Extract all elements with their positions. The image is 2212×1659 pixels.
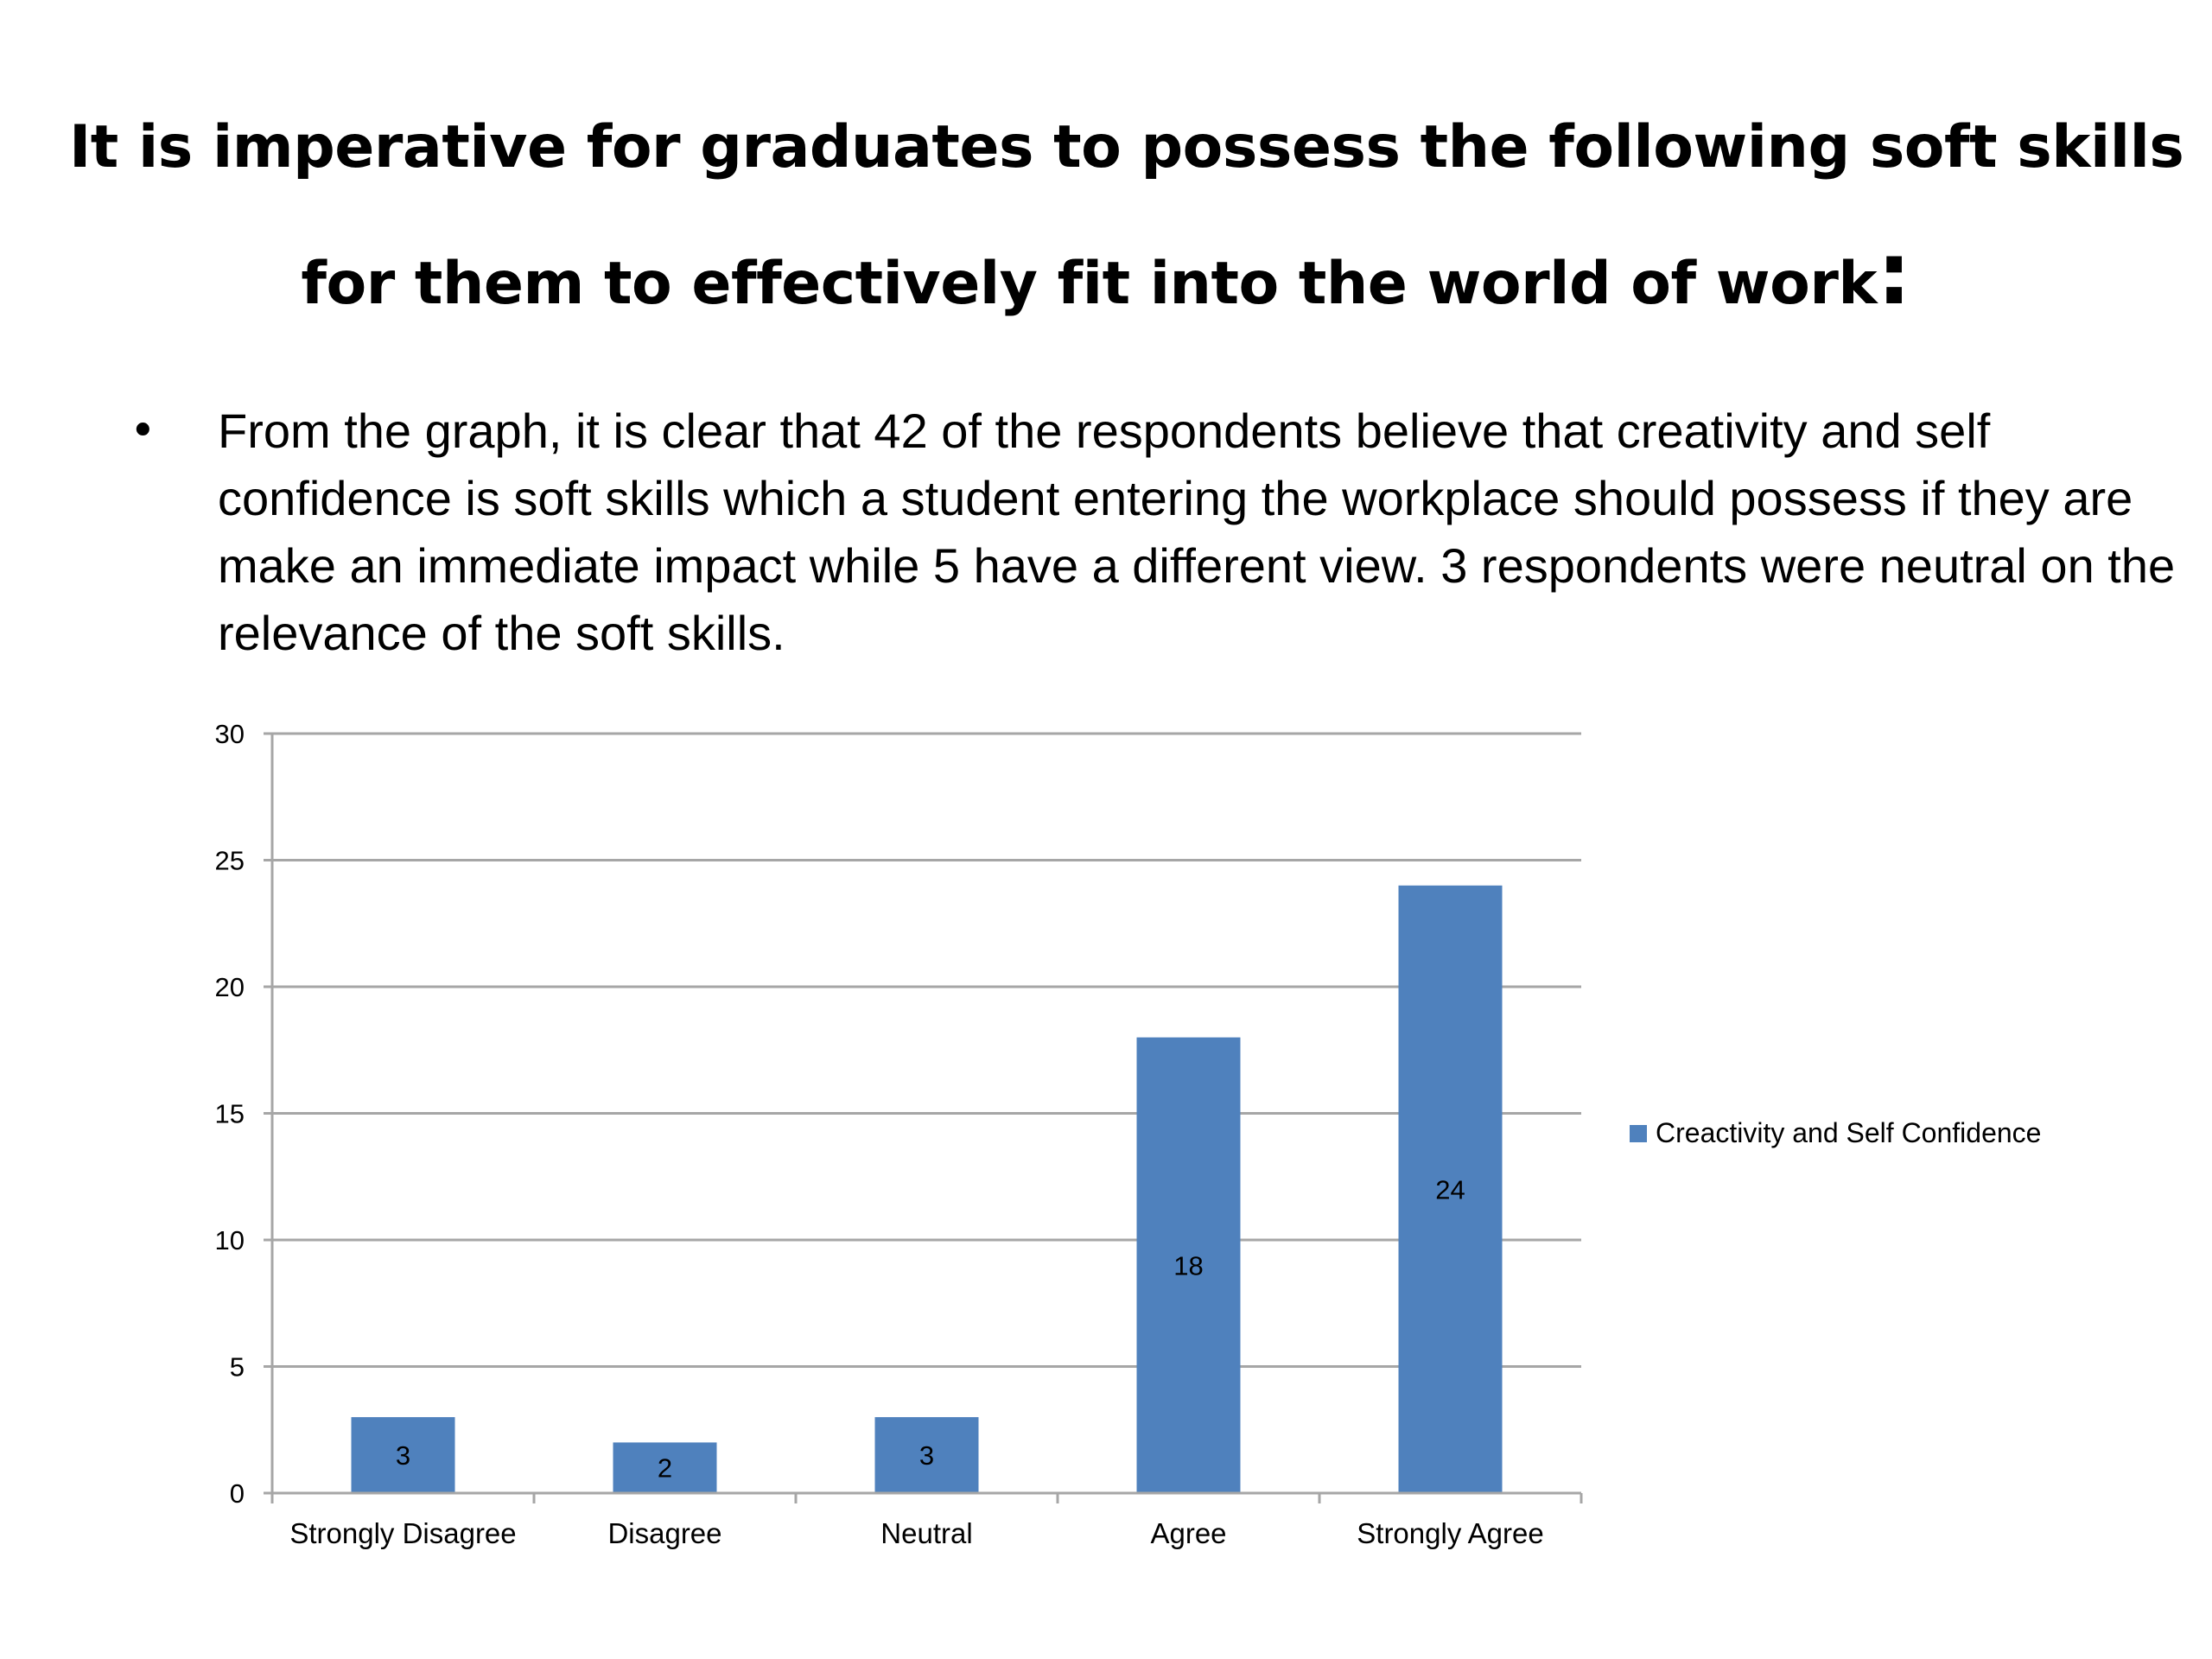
slide-title: It is imperative for graduates to posses… [69, 79, 2184, 353]
bar [874, 1417, 979, 1493]
y-tick-label: 25 [215, 846, 245, 876]
bar [613, 1442, 717, 1493]
y-tick-label: 30 [215, 719, 245, 749]
category-label: Disagree [607, 1517, 721, 1549]
legend-label: Creactivity and Self Confidence [1656, 1117, 2041, 1148]
bar [1398, 885, 1503, 1493]
axes [264, 732, 1583, 1503]
title-line-2: for them to effectively fit into the wor… [69, 216, 2143, 353]
legend: Creactivity and Self Confidence [1630, 1117, 2041, 1148]
title-line-2-text: for them to effectively fit into the wor… [301, 250, 1878, 318]
bullet-icon: • [130, 405, 156, 457]
data-label: 3 [919, 1440, 934, 1471]
y-tick-label: 5 [230, 1352, 245, 1382]
data-label: 3 [396, 1440, 410, 1471]
category-label: Strongly Agree [1357, 1517, 1543, 1549]
bullet-text: From the graph, it is clear that 42 of t… [218, 404, 2176, 660]
category-label: Strongly Disagree [289, 1517, 516, 1549]
bar [351, 1417, 455, 1493]
title-colon: : [1877, 223, 1911, 324]
legend-swatch [1630, 1125, 1647, 1142]
bars [351, 885, 1503, 1493]
labels: 0 5 10 15 20 25 30 3 2 3 18 24 Strongly Disagree Disa… [215, 719, 1544, 1549]
y-tick-label: 0 [230, 1478, 245, 1509]
bar-chart: 0 5 10 15 20 25 30 3 2 3 18 24 Strongly Disagree Disa… [215, 719, 2042, 1549]
y-tick-label: 15 [215, 1099, 245, 1129]
data-label: 24 [1435, 1174, 1465, 1205]
y-tick-label: 20 [215, 972, 245, 1002]
data-label: 18 [1173, 1250, 1203, 1281]
y-tick-label: 10 [215, 1225, 245, 1255]
category-label: Neutral [880, 1517, 972, 1549]
title-line-1: It is imperative for graduates to posses… [69, 113, 2184, 181]
category-label: Agree [1150, 1517, 1226, 1549]
data-label: 2 [658, 1453, 672, 1484]
bar [1136, 1037, 1241, 1493]
gridlines [272, 732, 1581, 1368]
